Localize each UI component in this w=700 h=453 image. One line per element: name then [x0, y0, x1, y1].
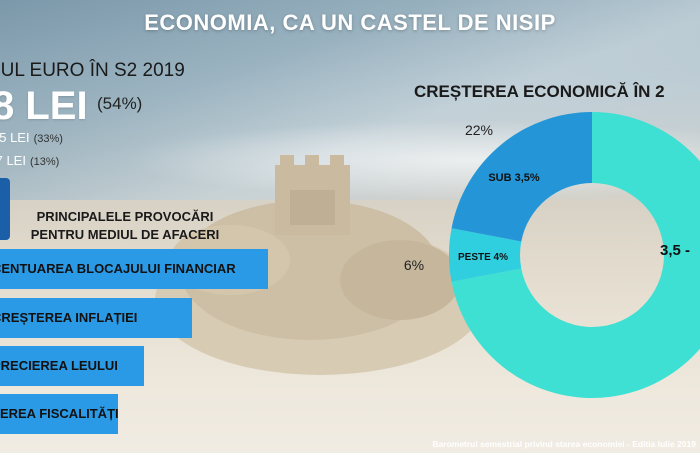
challenge-label: CREȘTEREA INFLAȚIEI: [0, 310, 138, 325]
page-title: ECONOMIA, CA UN CASTEL DE NISIP: [144, 10, 556, 35]
curs-row-pct: (13%): [29, 156, 60, 168]
donut-slice: [449, 228, 522, 282]
slice-pct-label: 22%: [465, 122, 493, 138]
slice-pct-label: 6%: [404, 257, 424, 273]
challenge-item: CREȘTEREA INFLAȚIEI: [0, 298, 192, 338]
curs-row: 75 LEI(33%): [0, 130, 63, 145]
curs-euro-title: SUL EURO ÎN S2 2019: [0, 60, 185, 81]
donut-slice: [451, 112, 700, 398]
challenge-item: TEREA FISCALITĂȚII: [0, 394, 118, 434]
curs-row: ,7 LEI(13%): [0, 153, 59, 168]
decorative-tab: [0, 178, 10, 240]
challenge-label: TEREA FISCALITĂȚII: [0, 406, 118, 421]
provocari-title: PRINCIPALELE PROVOCĂRI PENTRU MEDIUL DE …: [30, 209, 220, 242]
footer-source: Barometrul semestrial privind starea eco…: [432, 439, 696, 449]
challenge-item: PRECIEREA LEULUI: [0, 346, 144, 386]
chart-title: CREȘTEREA ECONOMICĂ ÎN 2: [414, 82, 665, 101]
challenge-label: CENTUAREA BLOCAJULUI FINANCIAR: [0, 261, 236, 276]
challenge-item: CENTUAREA BLOCAJULUI FINANCIAR: [0, 249, 268, 289]
donut-slice: [451, 112, 592, 242]
curs-row-pct: (33%): [33, 133, 63, 145]
curs-row-value: 75 LEI: [0, 130, 30, 145]
challenge-label: PRECIEREA LEULUI: [0, 358, 118, 373]
curs-row-value: ,7 LEI: [0, 153, 26, 168]
curs-main-value: 8 LEI: [0, 84, 88, 128]
slice-label: SUB 3,5%: [488, 172, 540, 184]
slice-label: 3,5 -: [660, 242, 690, 259]
slice-label: PESTE 4%: [458, 252, 508, 263]
curs-main-pct: (54%): [97, 94, 143, 113]
